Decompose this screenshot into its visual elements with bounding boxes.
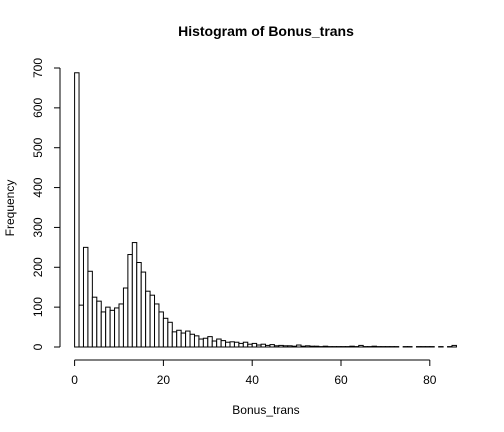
histogram-bar <box>242 341 249 348</box>
histogram-bar <box>349 345 355 348</box>
y-tick-label: 100 <box>31 297 45 317</box>
histogram-bar <box>309 345 315 348</box>
histogram-bar <box>260 343 267 348</box>
histogram-bar <box>358 344 364 348</box>
y-tick-label: 600 <box>31 98 45 118</box>
histogram-bar <box>238 342 244 348</box>
histogram-bar <box>300 345 306 348</box>
y-tick-label: 400 <box>31 177 45 197</box>
histogram-bar <box>105 306 111 348</box>
histogram-bar <box>91 296 98 348</box>
histogram-bar <box>176 329 182 348</box>
histogram-bar <box>167 321 173 348</box>
histogram-bar <box>269 344 275 348</box>
histogram-bar <box>114 307 120 348</box>
x-axis: 0 20 40 60 80 <box>71 359 437 387</box>
histogram-bar <box>202 337 209 348</box>
histogram-bar <box>162 317 169 348</box>
histogram-bar <box>216 338 222 348</box>
histogram-bar <box>193 335 200 348</box>
histogram-bar <box>322 345 329 348</box>
y-tick-label: 300 <box>31 217 45 237</box>
y-axis: 0 100 200 300 400 500 600 700 <box>31 58 61 350</box>
histogram-bar <box>282 345 289 348</box>
histogram-bar <box>198 338 204 348</box>
histogram-bar <box>287 345 293 348</box>
histogram-bar <box>247 343 253 348</box>
histogram-bar <box>74 72 80 348</box>
histogram-bar <box>185 330 191 348</box>
histogram-bar <box>140 271 147 348</box>
histogram-bar <box>296 344 302 348</box>
histogram-bar <box>256 344 262 348</box>
histogram-bar <box>87 270 93 348</box>
histogram-bar <box>82 246 89 348</box>
histogram-bar <box>154 303 160 348</box>
histogram-bar <box>127 254 133 348</box>
histogram-bar <box>207 336 213 348</box>
histogram-bar <box>291 345 298 348</box>
x-axis-label: Bonus_trans <box>232 403 299 417</box>
x-tick-label: 60 <box>334 373 348 387</box>
histogram-bar <box>225 341 231 348</box>
histogram-bar <box>158 311 164 348</box>
histogram-bar <box>171 331 178 348</box>
histogram-bar <box>251 342 258 348</box>
y-axis-label: Frequency <box>3 180 17 237</box>
histogram-bar <box>265 344 271 348</box>
histogram-bar <box>100 311 107 348</box>
histogram-bar <box>109 309 116 348</box>
histogram-bar <box>149 294 156 348</box>
histogram-bar <box>96 300 102 348</box>
histogram-bar <box>180 332 187 348</box>
y-tick-label: 0 <box>31 343 45 350</box>
x-tick-label: 40 <box>246 373 260 387</box>
histogram-bar <box>273 345 280 348</box>
y-tick-label: 200 <box>31 257 45 277</box>
histogram-bar <box>189 333 195 348</box>
histogram-bar <box>233 341 240 348</box>
histogram-bar <box>211 340 218 348</box>
histogram-bar <box>131 242 138 348</box>
histogram-bar <box>304 345 311 348</box>
histogram-bar <box>313 345 320 348</box>
x-tick-label: 80 <box>423 373 437 387</box>
histogram-bar <box>229 341 235 348</box>
bars-group <box>74 72 457 348</box>
histogram-bar <box>122 287 129 348</box>
histogram-bar <box>451 344 457 348</box>
histogram-bar <box>220 340 227 348</box>
histogram-bar <box>136 262 142 348</box>
x-tick-label: 0 <box>71 373 78 387</box>
chart-title: Histogram of Bonus_trans <box>178 23 354 39</box>
x-tick-label: 20 <box>157 373 171 387</box>
histogram-bar <box>371 345 378 348</box>
y-tick-label: 700 <box>31 58 45 78</box>
histogram-bar <box>78 304 84 348</box>
histogram-bar <box>278 344 284 348</box>
histogram-bar <box>145 290 151 348</box>
y-tick-label: 500 <box>31 137 45 157</box>
histogram-bar <box>118 303 124 348</box>
